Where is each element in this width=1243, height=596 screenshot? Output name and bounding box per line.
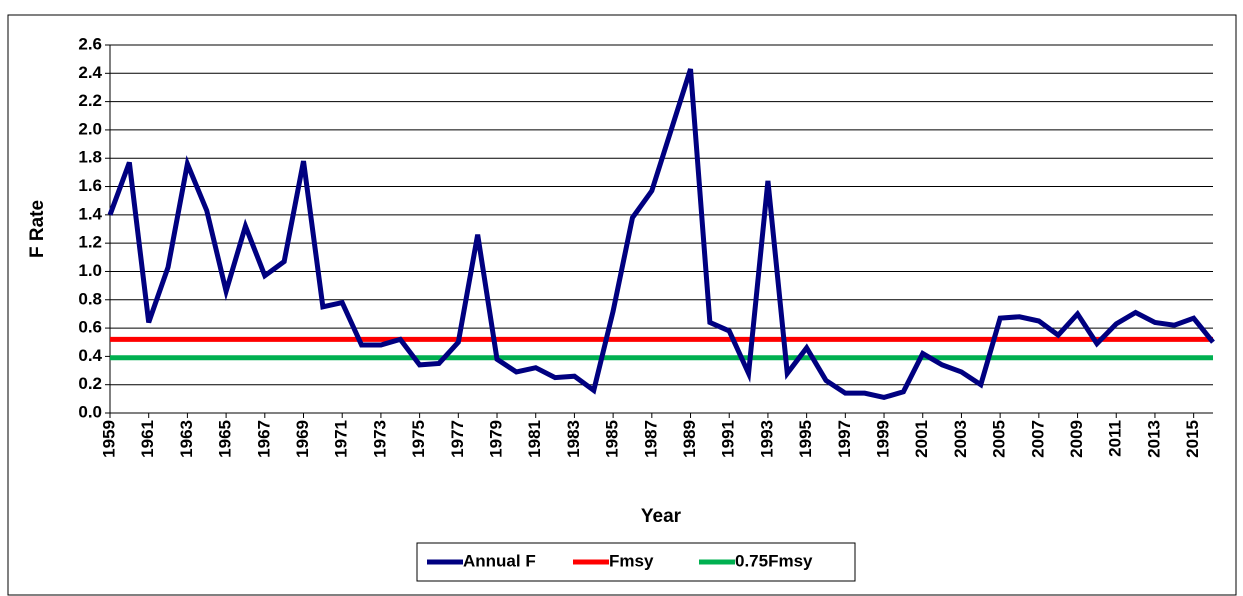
- x-tick-label: 1987: [641, 420, 660, 458]
- legend-label: Annual F: [463, 551, 536, 570]
- x-tick-label: 1997: [835, 420, 854, 458]
- x-tick-label: 1985: [603, 420, 622, 458]
- chart-frame: [7, 14, 1237, 596]
- x-tick-label: 2005: [990, 420, 1009, 458]
- x-tick-label: 1989: [680, 420, 699, 458]
- x-tick-label: 1967: [254, 420, 273, 458]
- y-tick-label: 2.0: [78, 119, 102, 138]
- y-tick-label: 2.2: [78, 91, 102, 110]
- x-tick-label: 1981: [525, 420, 544, 458]
- y-tick-label: 0.0: [78, 402, 102, 421]
- y-tick-label: 0.4: [78, 346, 102, 365]
- y-tick-label: 1.8: [78, 148, 102, 167]
- x-tick-label: 2015: [1183, 420, 1202, 458]
- legend-label: 0.75Fmsy: [735, 551, 813, 570]
- x-tick-label: 2003: [951, 420, 970, 458]
- y-tick-label: 1.6: [78, 176, 102, 195]
- x-tick-label: 1983: [564, 420, 583, 458]
- x-tick-label: 1971: [332, 420, 351, 458]
- x-tick-label: 2001: [912, 420, 931, 458]
- x-tick-label: 1977: [448, 420, 467, 458]
- x-tick-label: 1959: [99, 420, 118, 458]
- y-tick-label: 1.4: [78, 204, 102, 223]
- x-tick-label: 1995: [796, 420, 815, 458]
- x-tick-label: 1973: [370, 420, 389, 458]
- x-axis-title: Year: [641, 506, 682, 527]
- y-tick-label: 0.8: [78, 289, 102, 308]
- legend-box: [416, 542, 856, 582]
- x-tick-label: 2007: [1028, 420, 1047, 458]
- series-line: [107, 68, 1215, 401]
- x-tick-label: 1969: [293, 420, 312, 458]
- x-tick-label: 1965: [216, 420, 235, 458]
- x-tick-label: 2013: [1144, 420, 1163, 458]
- x-tick-label: 2011: [1106, 420, 1125, 457]
- x-tick-label: 1963: [177, 420, 196, 458]
- y-tick-label: 1.2: [78, 233, 102, 252]
- x-tick-label: 1999: [874, 420, 893, 458]
- y-tick-label: 2.6: [78, 34, 102, 53]
- legend-label: Fmsy: [609, 551, 654, 570]
- x-tick-label: 1975: [409, 420, 428, 458]
- y-tick-label: 0.6: [78, 318, 102, 337]
- x-tick-label: 2009: [1067, 420, 1086, 458]
- x-tick-label: 1993: [757, 420, 776, 458]
- y-tick-label: 0.2: [78, 374, 102, 393]
- x-tick-label: 1979: [487, 420, 506, 458]
- y-tick-label: 2.4: [78, 63, 102, 82]
- x-tick-label: 1961: [138, 420, 157, 458]
- y-tick-label: 1.0: [78, 261, 102, 280]
- y-axis-title: F Rate: [27, 200, 48, 258]
- x-tick-label: 1991: [719, 420, 738, 458]
